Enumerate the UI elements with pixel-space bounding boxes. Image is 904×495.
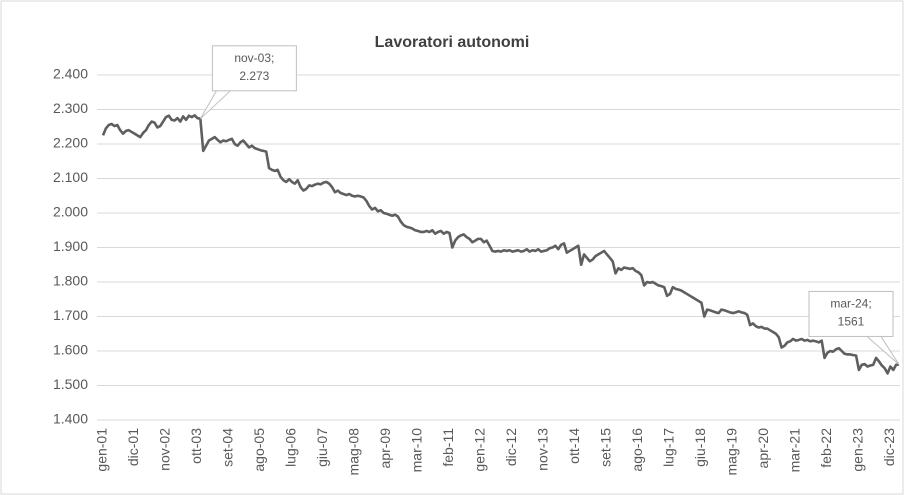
callout-pointer bbox=[199, 90, 231, 120]
x-tick-label: ago-05 bbox=[251, 428, 267, 472]
callout-box bbox=[808, 290, 894, 337]
x-tick-label: giu-07 bbox=[314, 428, 330, 467]
y-tick-label: 2.000 bbox=[53, 204, 88, 220]
y-tick-label: 2.400 bbox=[53, 66, 88, 82]
callout-label: mar-24; bbox=[830, 297, 871, 311]
x-tick-label: set-04 bbox=[220, 428, 236, 467]
chart-title: Lavoratori autonomi bbox=[375, 34, 530, 51]
x-tick-label: gen-23 bbox=[850, 428, 866, 472]
y-tick-label: 1.500 bbox=[53, 376, 88, 392]
x-tick-label: dic-23 bbox=[881, 428, 897, 466]
x-tick-label: dic-12 bbox=[503, 428, 519, 466]
x-tick-label: mag-08 bbox=[346, 428, 362, 476]
x-tick-label: set-15 bbox=[598, 428, 614, 467]
y-tick-label: 1.700 bbox=[53, 307, 88, 323]
x-tick-label: apr-09 bbox=[377, 428, 393, 469]
callout-label: 1561 bbox=[838, 315, 865, 329]
x-tick-label: feb-11 bbox=[440, 428, 456, 467]
x-tick-label: ago-16 bbox=[629, 428, 645, 472]
y-tick-label: 1.900 bbox=[53, 238, 88, 254]
callout-label: nov-03; bbox=[234, 51, 274, 65]
x-tick-label: nov-13 bbox=[535, 428, 551, 471]
y-tick-label: 1.600 bbox=[53, 342, 88, 358]
y-tick-label: 2.200 bbox=[53, 135, 88, 151]
callout-pointer bbox=[866, 336, 900, 365]
x-tick-label: gen-12 bbox=[472, 428, 488, 472]
x-tick-label: lug-06 bbox=[283, 428, 299, 467]
x-tick-label: ott-03 bbox=[188, 428, 204, 464]
x-tick-label: mar-10 bbox=[409, 428, 425, 473]
y-tick-label: 2.100 bbox=[53, 169, 88, 185]
x-tick-label: apr-20 bbox=[755, 428, 771, 469]
x-tick-label: lug-17 bbox=[661, 428, 677, 467]
x-tick-label: feb-22 bbox=[818, 428, 834, 468]
callout-box bbox=[211, 45, 297, 92]
x-tick-label: mar-21 bbox=[787, 428, 803, 473]
x-tick-label: mag-19 bbox=[724, 428, 740, 476]
x-tick-label: gen-01 bbox=[94, 428, 110, 472]
x-tick-label: dic-01 bbox=[125, 428, 141, 466]
x-tick-label: ott-14 bbox=[566, 428, 582, 464]
y-tick-label: 1.800 bbox=[53, 273, 88, 289]
y-tick-label: 2.300 bbox=[53, 100, 88, 116]
callout-label: 2.273 bbox=[239, 69, 269, 83]
x-tick-label: giu-18 bbox=[692, 428, 708, 467]
data-line bbox=[101, 114, 900, 375]
y-tick-label: 1.400 bbox=[53, 411, 88, 427]
x-tick-label: nov-02 bbox=[157, 428, 173, 471]
